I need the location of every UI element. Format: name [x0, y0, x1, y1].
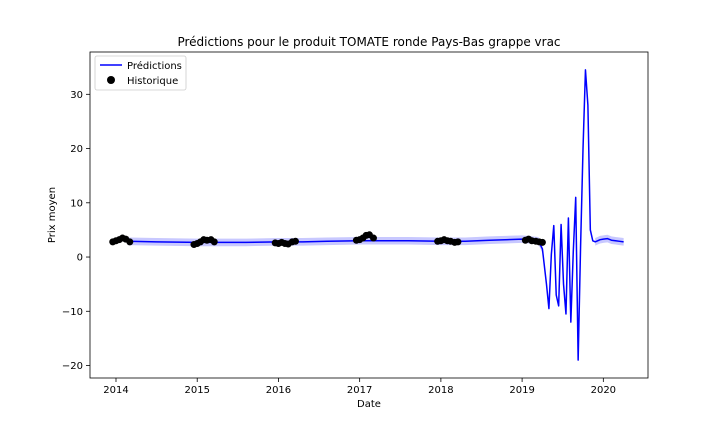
- historique-point: [126, 238, 134, 246]
- historique-point: [210, 238, 218, 246]
- historique-points-layer: [109, 231, 546, 249]
- x-axis: 2014 2015 2016 2017 2018 2019 2020: [103, 378, 616, 396]
- x-tick-label: 2018: [428, 385, 453, 396]
- plot-frame: [89, 51, 649, 379]
- historique-point: [369, 234, 377, 242]
- legend-historique-label: Historique: [127, 76, 178, 87]
- y-tick-label: 20: [70, 144, 83, 155]
- historique-point: [538, 238, 546, 246]
- y-tick-label: −20: [62, 361, 83, 372]
- confidence-band: [595, 234, 624, 246]
- x-tick-label: 2017: [347, 385, 372, 396]
- x-axis-label: Date: [357, 399, 381, 410]
- historique-point: [291, 237, 299, 245]
- x-tick-label: 2016: [266, 385, 291, 396]
- x-tick-label: 2019: [509, 385, 534, 396]
- y-tick-label: −10: [62, 307, 83, 318]
- y-tick-label: 0: [77, 253, 83, 264]
- y-tick-label: 10: [70, 198, 83, 209]
- historique-point: [454, 238, 462, 246]
- prediction-line-layer: [128, 69, 624, 361]
- x-tick-label: 2015: [184, 385, 209, 396]
- y-axis: −20 −10 0 10 20 30: [62, 90, 90, 372]
- x-tick-label: 2020: [591, 385, 616, 396]
- y-tick-label: 30: [70, 90, 83, 101]
- legend-historique-swatch: [107, 76, 115, 84]
- y-axis-label: Prix moyen: [47, 187, 58, 243]
- prediction-line: [128, 69, 624, 361]
- x-tick-label: 2014: [103, 385, 128, 396]
- legend-prediction-label: Prédictions: [127, 60, 182, 72]
- chart-title: Prédictions pour le produit TOMATE ronde…: [177, 35, 560, 49]
- legend: Prédictions Historique: [94, 55, 187, 91]
